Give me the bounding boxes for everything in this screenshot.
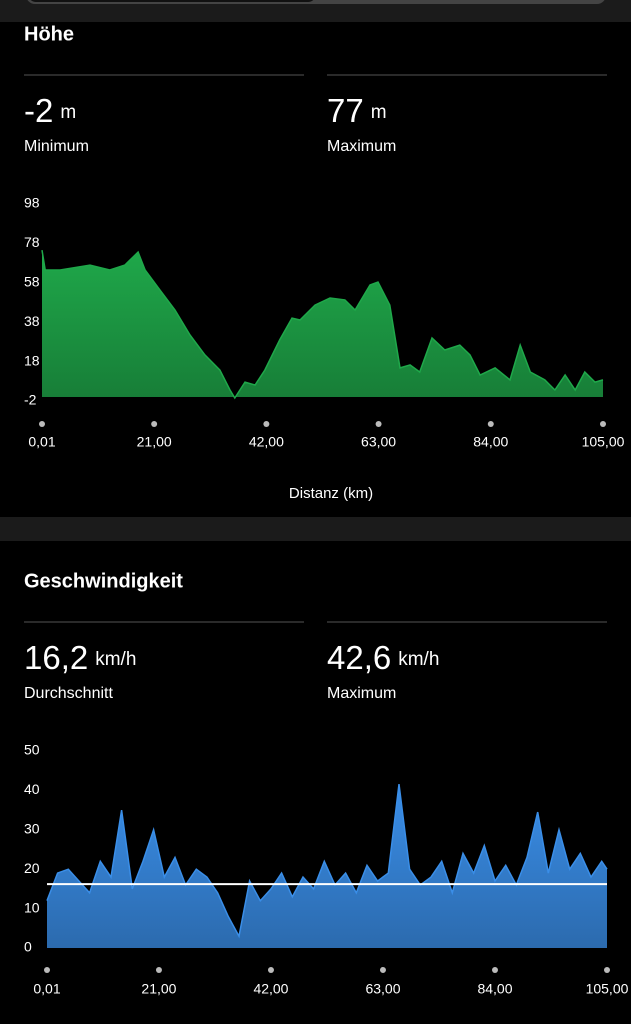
segment-selected[interactable]	[28, 0, 316, 2]
stat-unit: m	[371, 102, 387, 123]
y-tick-label: 78	[24, 234, 40, 250]
stat-label: Minimum	[24, 138, 89, 155]
x-axis-title: Distanz (km)	[289, 485, 373, 502]
section-separator	[0, 517, 631, 541]
x-tick-dot	[39, 421, 45, 427]
x-tick-label: 63,00	[361, 434, 396, 450]
x-tick-dot	[267, 967, 274, 973]
area	[47, 784, 607, 948]
area-edge	[41, 249, 604, 400]
y-tick-label: 38	[24, 313, 40, 329]
x-tick-label: 105,00	[586, 981, 629, 997]
y-tick-label: 20	[24, 860, 40, 876]
stat-unit: km/h	[398, 649, 439, 670]
y-tick-label: 98	[24, 195, 40, 211]
x-tick-dot	[604, 967, 610, 973]
stat-number: 77	[327, 92, 364, 129]
y-tick-label: 10	[24, 899, 40, 915]
x-tick-label: 21,00	[141, 981, 176, 997]
x-tick-label: 0,01	[33, 981, 60, 997]
stat-number: 16,2	[24, 639, 88, 676]
stat-value: -2 m	[24, 92, 76, 129]
y-tick-label: 30	[24, 821, 40, 837]
area-edge	[46, 784, 608, 939]
stat-label: Maximum	[327, 685, 396, 702]
x-tick-dot	[487, 421, 494, 427]
stat-value: 42,6 km/h	[327, 639, 439, 676]
x-tick-label: 42,00	[249, 434, 284, 450]
y-tick-label: 0	[24, 939, 32, 955]
stat-unit: km/h	[95, 649, 136, 670]
stat-number: 42,6	[327, 639, 391, 676]
stat-label: Durchschnitt	[24, 685, 113, 702]
y-tick-label: -2	[24, 392, 37, 408]
x-tick-label: 0,01	[28, 434, 55, 450]
x-tick-label: 63,00	[365, 981, 400, 997]
y-tick-label: 58	[24, 274, 40, 290]
stat-value: 16,2 km/h	[24, 639, 136, 676]
x-tick-label: 105,00	[582, 434, 625, 450]
x-tick-dot	[263, 421, 270, 427]
x-tick-dot	[491, 967, 498, 973]
x-tick-label: 84,00	[477, 981, 512, 997]
x-tick-dot	[600, 421, 606, 427]
y-tick-label: 18	[24, 352, 40, 368]
y-tick-label: 50	[24, 742, 40, 758]
area	[42, 250, 603, 398]
x-tick-dot	[151, 421, 158, 427]
x-tick-dot	[379, 967, 386, 973]
section-title: Geschwindigkeit	[24, 570, 183, 592]
top-bar	[0, 0, 631, 22]
stat-label: Maximum	[327, 138, 396, 155]
stat-number: -2	[24, 92, 53, 129]
stat-value: 77 m	[327, 92, 387, 129]
x-tick-dot	[375, 421, 382, 427]
x-tick-dot	[155, 967, 162, 973]
section-title: Höhe	[24, 23, 74, 45]
x-tick-label: 84,00	[473, 434, 508, 450]
x-tick-label: 21,00	[137, 434, 172, 450]
stat-unit: m	[60, 102, 76, 123]
x-tick-dot	[44, 967, 50, 973]
x-tick-label: 42,00	[253, 981, 288, 997]
y-tick-label: 40	[24, 781, 40, 797]
